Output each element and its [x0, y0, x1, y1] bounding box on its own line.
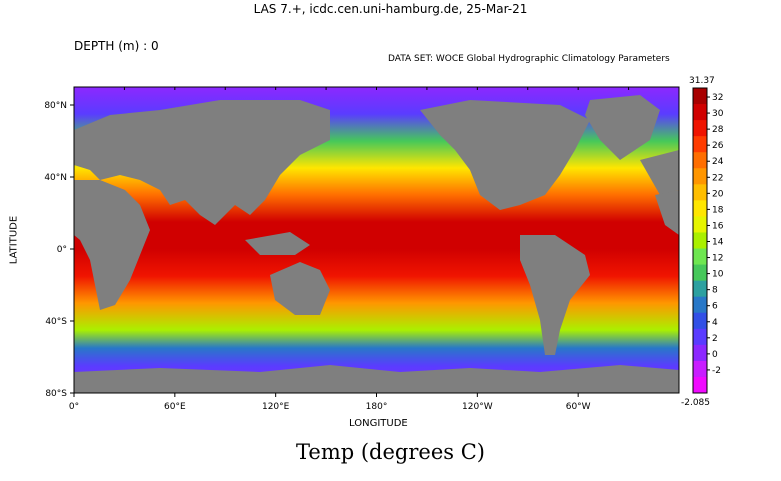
colorbar-level-label: 24 [712, 157, 724, 167]
land-europe-west [640, 150, 679, 195]
colorbar-swatch [693, 360, 707, 378]
colorbar-level-label: 8 [712, 286, 718, 296]
land-antarctica [74, 365, 679, 393]
y-tick-label: 80°S [45, 389, 67, 399]
colorbar-swatch [693, 152, 707, 169]
land-mask [74, 95, 679, 393]
colorbar-level-label: 4 [712, 318, 718, 328]
land-australia [270, 262, 330, 315]
colorbar-swatch [693, 248, 707, 266]
colorbar-level-label: 2 [712, 334, 718, 344]
x-tick-label: 60°W [566, 402, 591, 412]
colorbar-level-label: 20 [712, 189, 724, 199]
colorbar-level-label: 14 [712, 238, 724, 248]
y-tick-label: 0° [57, 245, 67, 255]
colorbar-frame [692, 87, 708, 394]
x-axis-title: LONGITUDE [349, 418, 408, 429]
land-africa [74, 180, 150, 310]
colorbar-level-label: 22 [712, 173, 723, 183]
colorbar-swatch [693, 184, 707, 201]
x-axis-ticks: 0° 60°E 120°E 180° 120°W 60°W [69, 87, 680, 412]
x-tick-label: 180° [366, 402, 388, 412]
y-tick-label: 40°N [44, 173, 67, 183]
colorbar-swatch [693, 216, 707, 233]
colorbar-level-label: 16 [712, 221, 724, 231]
y-axis-ticks: 80°N 40°N 0° 40°S 80°S [44, 101, 74, 399]
map-area [74, 87, 679, 393]
land-south-america [520, 235, 590, 355]
colorbar-swatch [693, 232, 707, 250]
dataset-label: DATA SET: WOCE Global Hydrographic Clima… [388, 54, 670, 64]
colorbar-level-label: 30 [712, 109, 724, 119]
colorbar-swatch [693, 168, 707, 185]
plot-header: LAS 7.+, icdc.cen.uni-hamburg.de, 25-Mar… [253, 2, 528, 16]
land-greenland [585, 95, 660, 160]
colorbar-level-label: 10 [712, 270, 724, 280]
colorbar-swatch [693, 88, 707, 105]
colorbar-level-label: -2 [712, 366, 721, 376]
colorbar-level-label: 28 [712, 125, 724, 135]
colorbar-swatch [693, 344, 707, 362]
land-eurasia [74, 100, 330, 225]
colorbar-swatch [693, 296, 707, 314]
colorbar: 32302826242220181614121086420-231.37-2.0… [681, 76, 724, 408]
colorbar-swatch [693, 200, 707, 217]
colorbar-level-label: 6 [712, 302, 718, 312]
colorbar-swatch [693, 104, 707, 121]
colorbar-swatch [693, 120, 707, 137]
depth-label: DEPTH (m) : 0 [74, 39, 159, 53]
colorbar-swatch [693, 264, 707, 282]
x-tick-label: 120°W [462, 402, 493, 412]
colorbar-level-label: 26 [712, 141, 724, 151]
colorbar-level-label: 32 [712, 93, 723, 103]
land-africa-west [655, 190, 679, 235]
y-tick-label: 80°N [44, 101, 67, 111]
land-indonesia [245, 232, 310, 255]
y-tick-label: 40°S [45, 317, 67, 327]
colorbar-level-label: 18 [712, 205, 724, 215]
x-tick-label: 60°E [164, 402, 186, 412]
colorbar-swatch [693, 280, 707, 298]
variable-title: Temp (degrees C) [296, 440, 485, 464]
x-tick-label: 0° [69, 402, 79, 412]
y-axis-title: LATITUDE [8, 215, 20, 265]
colorbar-level-label: 0 [712, 350, 718, 360]
colorbar-swatch [693, 328, 707, 346]
colorbar-swatch [693, 376, 707, 394]
land-north-america [420, 100, 590, 210]
colorbar-swatch [693, 136, 707, 153]
colorbar-level-label: 12 [712, 254, 723, 264]
x-tick-label: 120°E [262, 402, 290, 412]
colorbar-max-label: 31.37 [689, 76, 715, 86]
colorbar-swatch [693, 312, 707, 330]
colorbar-min-label: -2.085 [681, 398, 710, 408]
